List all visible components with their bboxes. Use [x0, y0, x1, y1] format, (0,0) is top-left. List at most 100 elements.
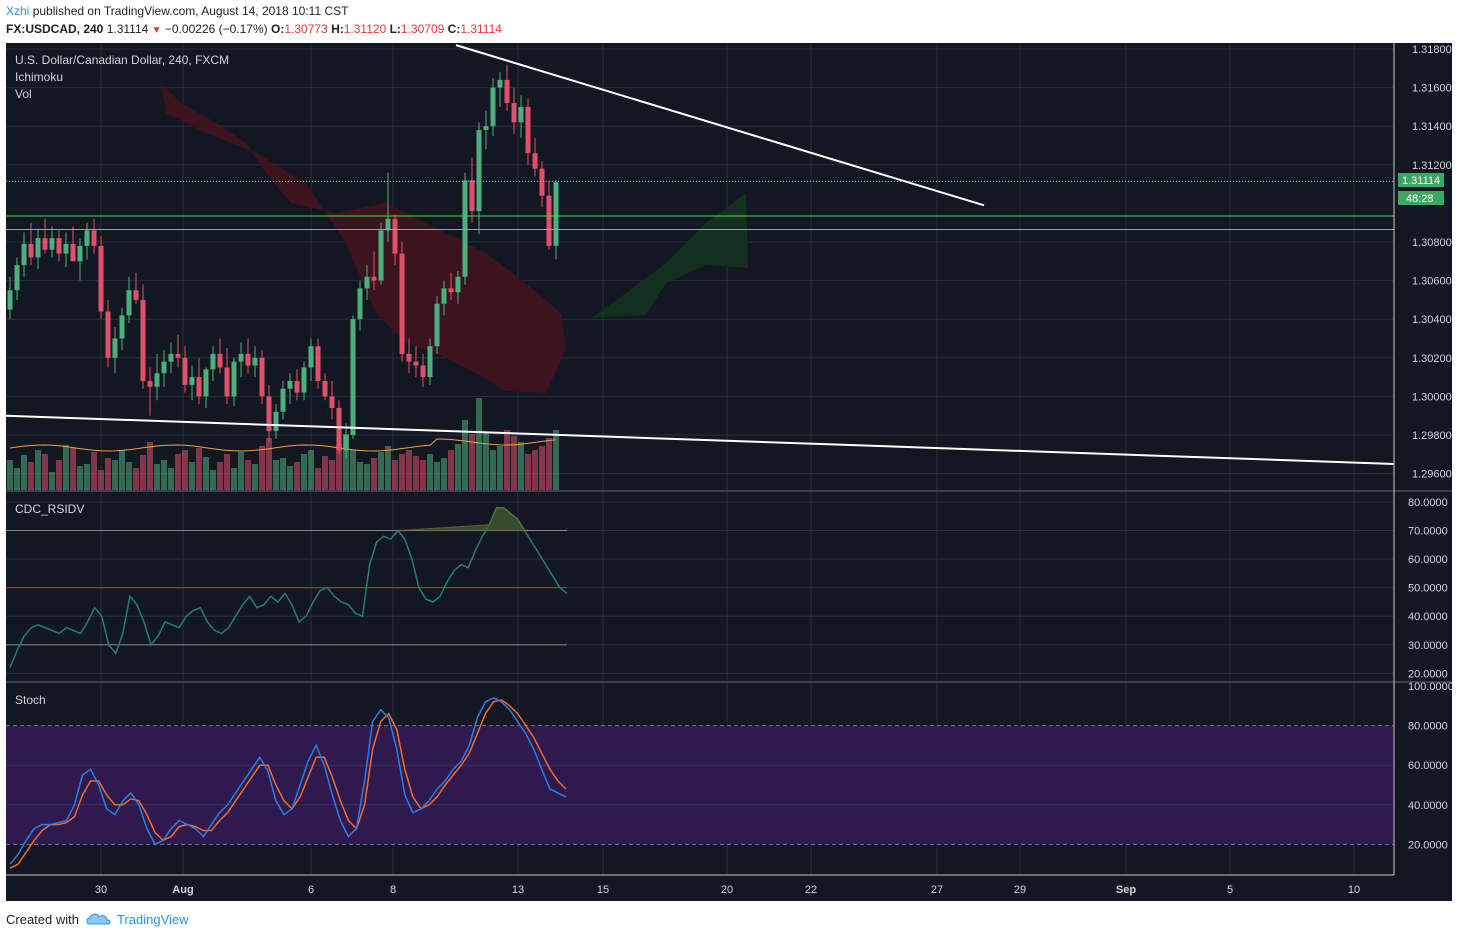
candle-body [231, 361, 237, 397]
candle-body [427, 346, 433, 378]
price-tick-label: 1.30400 [1412, 314, 1452, 326]
volume-bar [287, 466, 293, 490]
price-tick-label: 1.29800 [1412, 430, 1452, 442]
countdown-badge [1398, 191, 1444, 205]
candle-body [7, 290, 13, 310]
upper-trendline [455, 44, 985, 207]
time-tick-label: 20 [721, 884, 733, 896]
candle-body [483, 126, 489, 131]
time-tick-label: 22 [805, 884, 817, 896]
time-tick-label: 5 [1227, 884, 1233, 896]
candle-body [189, 377, 195, 385]
candle-body [84, 230, 90, 246]
stoch-tick-label: 80.0000 [1408, 721, 1448, 733]
volume-bar [378, 452, 384, 490]
candle-body [413, 361, 419, 366]
candle-body [532, 153, 538, 169]
candle-body [455, 276, 461, 293]
rsi-tick-label: 70.0000 [1408, 526, 1448, 538]
volume-bar [539, 446, 545, 490]
volume-bar [329, 460, 335, 490]
axes: 1.31800 1.31600 1.31400 1.31200 1.30800 1.306… [6, 43, 1452, 896]
volume-bar [441, 458, 447, 490]
open-value: 1.30773 [284, 22, 328, 36]
symbol: FX:USDCAD, 240 [6, 22, 104, 36]
candle-body [35, 238, 41, 258]
stoch-tick-label: 100.0000 [1408, 681, 1452, 693]
header: Xzhi published on TradingView.com, Augus… [0, 0, 1458, 42]
volume-bar [427, 454, 433, 490]
volume-bar [336, 444, 342, 490]
volume-bar [112, 460, 118, 490]
volume-bar [399, 454, 405, 490]
volume-bar [553, 430, 559, 490]
volume-bar [273, 460, 279, 490]
candle-body [539, 168, 545, 196]
volume-bar [385, 446, 391, 490]
volume-bar [147, 442, 153, 490]
volume-bar [14, 468, 20, 490]
volume-bar [49, 472, 55, 490]
price-tick-label: 1.30200 [1412, 353, 1452, 365]
volume-bar [182, 450, 188, 490]
rsi-tick-label: 30.0000 [1408, 640, 1448, 652]
rsi-tick-label: 50.0000 [1408, 583, 1448, 595]
candle-body [154, 373, 160, 387]
volume-bar [462, 420, 468, 490]
created-with-text: Created with [6, 912, 79, 927]
candle-body [350, 319, 356, 435]
time-tick-label: 8 [390, 884, 396, 896]
symbol-info: FX:USDCAD, 240 1.31114 ▼ −0.00226 (−0.17… [6, 22, 502, 36]
volume-bar [525, 454, 531, 490]
price-tick-label: 1.29600 [1412, 469, 1452, 481]
volume-bar [469, 434, 475, 490]
high-value: 1.31120 [343, 22, 387, 36]
candle-body [77, 245, 83, 262]
volume-bar [392, 460, 398, 490]
tradingview-link[interactable]: TradingView [117, 912, 189, 927]
volume-bar [280, 458, 286, 490]
candle-body [161, 361, 167, 374]
rsi-tick-label: 80.0000 [1408, 497, 1448, 509]
candle-body [56, 238, 62, 254]
volume-bar [42, 454, 48, 490]
price-tick-label: 1.30800 [1412, 237, 1452, 249]
chart-canvas[interactable]: 1.31800 1.31600 1.31400 1.31200 1.30800 1.306… [6, 43, 1452, 901]
candle-body [210, 353, 216, 370]
volume-bar [259, 446, 265, 490]
candle-body [511, 103, 517, 123]
volume-bars [7, 398, 559, 490]
candle-body [287, 380, 293, 389]
candle-body [203, 369, 209, 397]
down-arrow-icon: ▼ [151, 25, 162, 36]
time-tick-label: 29 [1014, 884, 1026, 896]
time-tick-label: 27 [931, 884, 943, 896]
candle-body [196, 377, 202, 397]
volume-bar [497, 446, 503, 490]
volume-bar [406, 450, 412, 490]
last-price-badge-text: 1.31114 [1402, 175, 1440, 187]
author-link[interactable]: Xzhi [6, 4, 30, 18]
rsi-pane [6, 506, 568, 668]
last-price-badge [1398, 173, 1444, 187]
volume-bar [63, 445, 69, 490]
volume-bar [91, 452, 97, 490]
volume-bar [217, 462, 223, 490]
close-label: C: [447, 22, 461, 36]
published-text: published on TradingView.com, August 14,… [32, 4, 349, 18]
volume-bar [203, 457, 209, 490]
volume-bar [413, 456, 419, 490]
candle-body [63, 243, 69, 254]
candle-body [553, 182, 559, 246]
candle-body [301, 367, 307, 393]
candle-body [245, 353, 251, 366]
candle-body [168, 353, 174, 362]
candle-body [273, 411, 279, 432]
candle-body [504, 79, 510, 104]
low-label: L: [389, 22, 401, 36]
ichimoku-cloud [161, 83, 748, 393]
volume-bar [371, 458, 377, 490]
candle-body [21, 243, 27, 266]
volume-bar [322, 456, 328, 490]
candle-body [133, 290, 139, 300]
